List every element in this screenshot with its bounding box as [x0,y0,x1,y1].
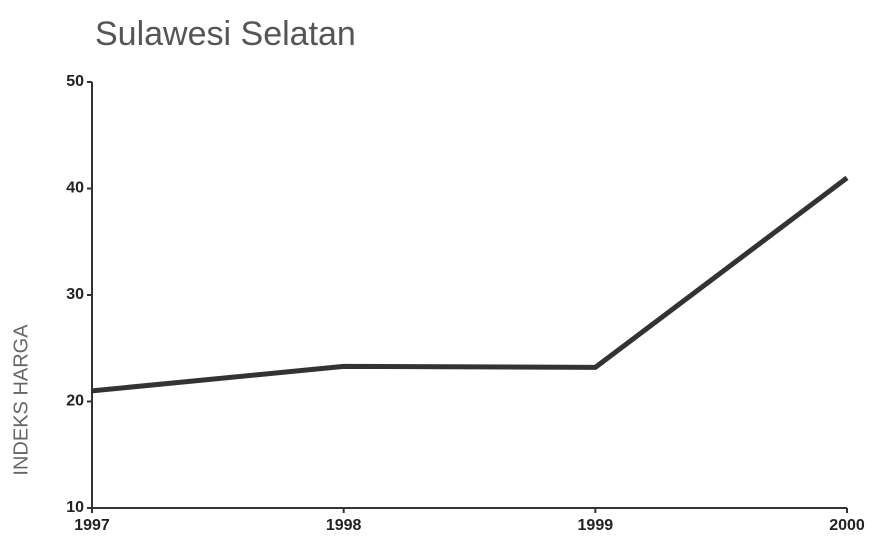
x-tick-label: 1999 [578,517,614,534]
chart: Sulawesi Selatan INDEKS HARGA 10 20 30 40 50… [0,0,874,547]
y-tick-label: 20 [66,393,84,410]
x-tick-label: 1997 [74,517,110,534]
x-tick-label: 1998 [326,517,362,534]
page: Sulawesi Selatan INDEKS HARGA 10 20 30 40 50… [0,0,874,547]
data-line [92,178,847,391]
x-tick-label: 2000 [829,517,865,534]
y-tick-label: 10 [66,499,84,516]
chart-title: Sulawesi Selatan [95,15,356,53]
y-tick-label: 50 [66,73,84,90]
y-tick-label: 30 [66,286,84,303]
y-axis-label: INDEKS HARGA [10,324,32,476]
y-tick-label: 40 [66,180,84,197]
